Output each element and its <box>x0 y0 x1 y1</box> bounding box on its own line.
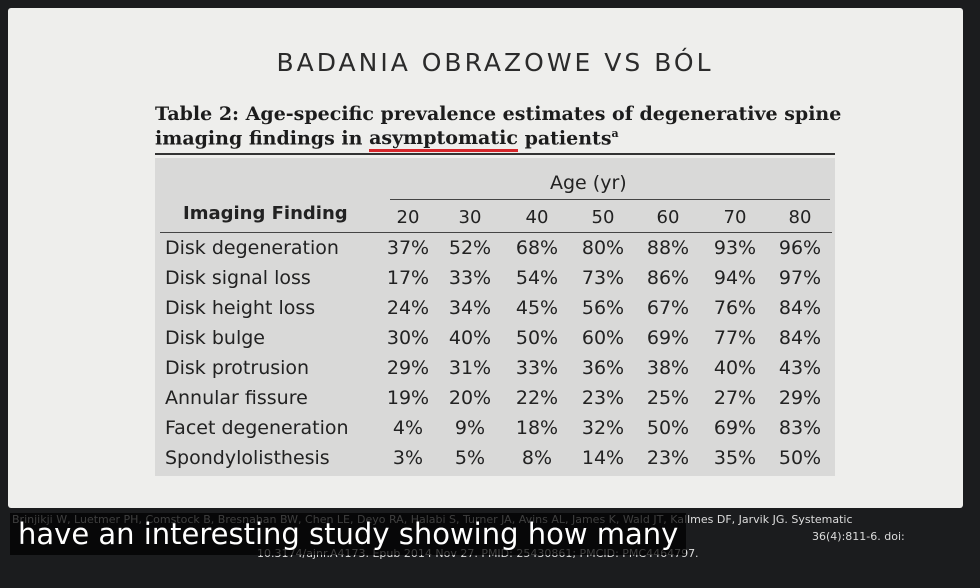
table-cell: 60% <box>581 327 625 349</box>
column-header: 80 <box>788 207 812 228</box>
table-cell: 20% <box>448 387 492 409</box>
table-cell: 38% <box>646 357 690 379</box>
row-label: Annular fissure <box>165 387 308 409</box>
table-cell: 69% <box>646 327 690 349</box>
table-cell: 18% <box>515 417 559 439</box>
footnote-mark: a <box>611 127 619 140</box>
table-cell: 17% <box>386 267 430 289</box>
table-cell: 80% <box>581 237 625 259</box>
table-cell: 50% <box>515 327 559 349</box>
table-cell: 29% <box>386 357 430 379</box>
table-cell: 5% <box>454 447 486 469</box>
table-cell: 76% <box>713 297 757 319</box>
caption: Table 2: Age-specific prevalence estimat… <box>155 103 842 125</box>
table-cell: 27% <box>713 387 757 409</box>
row-label: Facet degeneration <box>165 417 349 439</box>
table-cell: 14% <box>581 447 625 469</box>
row-label: Disk height loss <box>165 297 316 319</box>
table-cell: 67% <box>646 297 690 319</box>
table-cell: 40% <box>448 327 492 349</box>
highlighted-text: asymptomatic <box>369 127 518 153</box>
column-header: 70 <box>723 207 747 228</box>
row-label: Disk bulge <box>165 327 265 349</box>
table-cell: 33% <box>448 267 492 289</box>
table-cell: 88% <box>646 237 690 259</box>
table-cell: 23% <box>581 387 625 409</box>
table-cell: 96% <box>778 237 822 259</box>
caption-text: imaging findings in <box>155 127 363 150</box>
row-label: Spondylolisthesis <box>165 447 330 469</box>
reference-line: 36(4):811-6. doi: <box>812 530 905 543</box>
table-cell: 68% <box>515 237 559 259</box>
table-cell: 37% <box>386 237 430 259</box>
column-header: 50 <box>591 207 615 228</box>
column-header: Imaging Finding <box>183 203 348 224</box>
rule <box>390 199 830 200</box>
column-header: 30 <box>458 207 482 228</box>
table-cell: 4% <box>392 417 424 439</box>
slide-title: BADANIA OBRAZOWE VS BÓL <box>276 48 714 77</box>
table-cell: 86% <box>646 267 690 289</box>
table-cell: 50% <box>646 417 690 439</box>
row-label: Disk protrusion <box>165 357 310 379</box>
caption-text: patients <box>524 127 612 150</box>
table-cell: 22% <box>515 387 559 409</box>
table-cell: 94% <box>713 267 757 289</box>
column-header: 20 <box>396 207 420 228</box>
table-cell: 31% <box>448 357 492 379</box>
table-cell: 83% <box>778 417 822 439</box>
rule <box>160 232 832 233</box>
table-cell: 43% <box>778 357 822 379</box>
group-header: Age (yr) <box>550 172 627 194</box>
column-header: 40 <box>525 207 549 228</box>
table-cell: 3% <box>392 447 424 469</box>
table-cell: 40% <box>713 357 757 379</box>
table-cell: 35% <box>713 447 757 469</box>
table-cell: 84% <box>778 327 822 349</box>
row-label: Disk degeneration <box>165 237 339 259</box>
table-background <box>155 158 835 476</box>
table-cell: 8% <box>521 447 553 469</box>
table-cell: 50% <box>778 447 822 469</box>
table-cell: 73% <box>581 267 625 289</box>
table-cell: 84% <box>778 297 822 319</box>
table-cell: 29% <box>778 387 822 409</box>
row-label: Disk signal loss <box>165 267 311 289</box>
table-cell: 77% <box>713 327 757 349</box>
table-cell: 36% <box>581 357 625 379</box>
rule <box>155 153 835 155</box>
table-cell: 33% <box>515 357 559 379</box>
table-cell: 34% <box>448 297 492 319</box>
table-cell: 45% <box>515 297 559 319</box>
table-cell: 9% <box>454 417 486 439</box>
table-cell: 24% <box>386 297 430 319</box>
table-cell: 54% <box>515 267 559 289</box>
column-header: 60 <box>656 207 680 228</box>
table-cell: 93% <box>713 237 757 259</box>
caption: imaging findings in asymptomatic patient… <box>155 127 619 153</box>
table-cell: 52% <box>448 237 492 259</box>
subtitle-overlay: have an interesting study showing how ma… <box>10 513 687 555</box>
table-cell: 97% <box>778 267 822 289</box>
table-cell: 30% <box>386 327 430 349</box>
table-cell: 69% <box>713 417 757 439</box>
table-cell: 25% <box>646 387 690 409</box>
table-cell: 19% <box>386 387 430 409</box>
table-cell: 23% <box>646 447 690 469</box>
table-cell: 56% <box>581 297 625 319</box>
table-cell: 32% <box>581 417 625 439</box>
